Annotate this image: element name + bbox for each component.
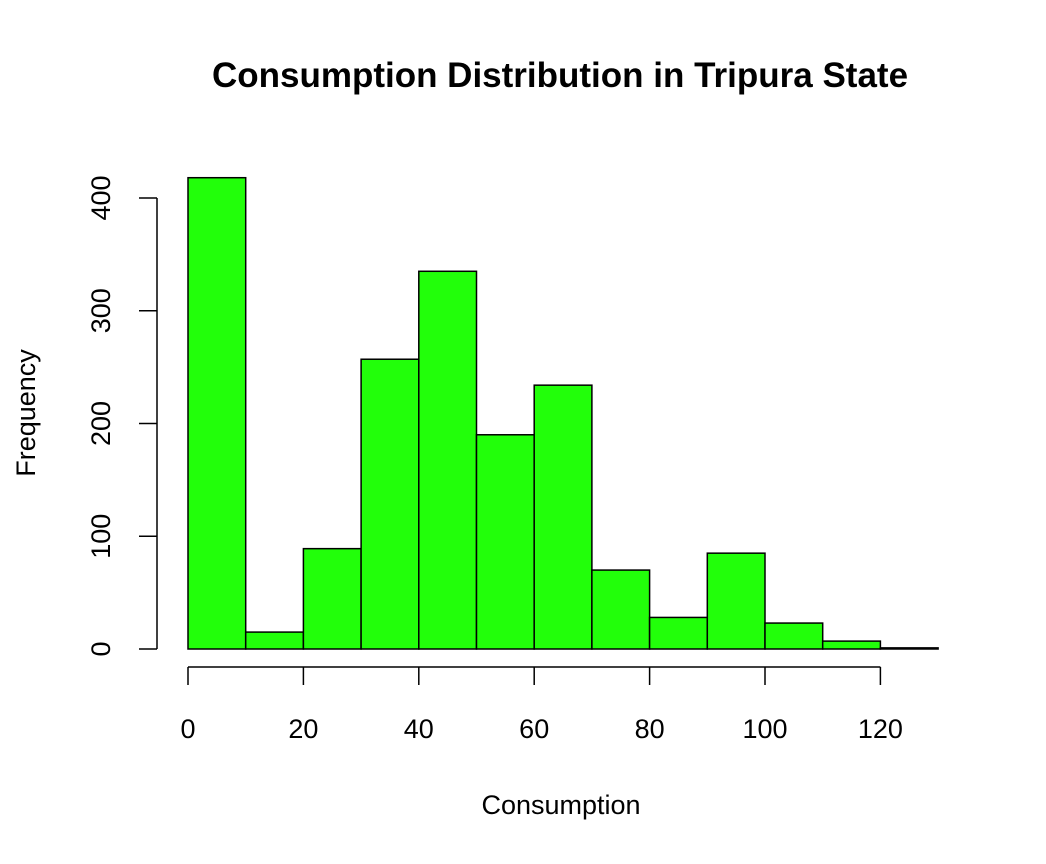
chart-title: Consumption Distribution in Tripura Stat… [211,56,909,95]
y-axis-title: Frequency [11,349,41,477]
histogram-bar [187,176,247,650]
x-tick-label: 120 [858,714,903,744]
x-tick-label: 100 [742,714,787,744]
x-tick-label: 20 [288,714,318,744]
y-tick-label: 400 [86,175,116,220]
histogram-bar [533,384,593,650]
histogram-bar [360,358,420,650]
y-axis: 0 100 200 300 400 [86,175,158,657]
histogram-bar [879,647,939,650]
histogram-bar [475,434,535,650]
histogram-bars [187,176,939,650]
x-tick-label: 80 [635,714,665,744]
x-tick-label: 40 [404,714,434,744]
histogram-bar [302,547,362,650]
histogram-bar [591,569,651,650]
y-tick-label: 200 [86,401,116,446]
histogram-bar [418,270,478,650]
y-tick-label: 0 [86,641,116,656]
y-tick-label: 300 [86,288,116,333]
histogram-bar [648,616,709,650]
histogram-bar [706,552,766,650]
histogram-bar [821,640,882,650]
y-tick-label: 100 [86,514,116,559]
histogram-bar [764,622,824,650]
x-axis-title: Consumption [481,790,640,820]
histogram-bar [244,631,305,650]
x-tick-label: 60 [519,714,549,744]
x-tick-label: 0 [180,714,195,744]
x-axis: 0 20 40 60 80 100 120 [180,666,903,744]
